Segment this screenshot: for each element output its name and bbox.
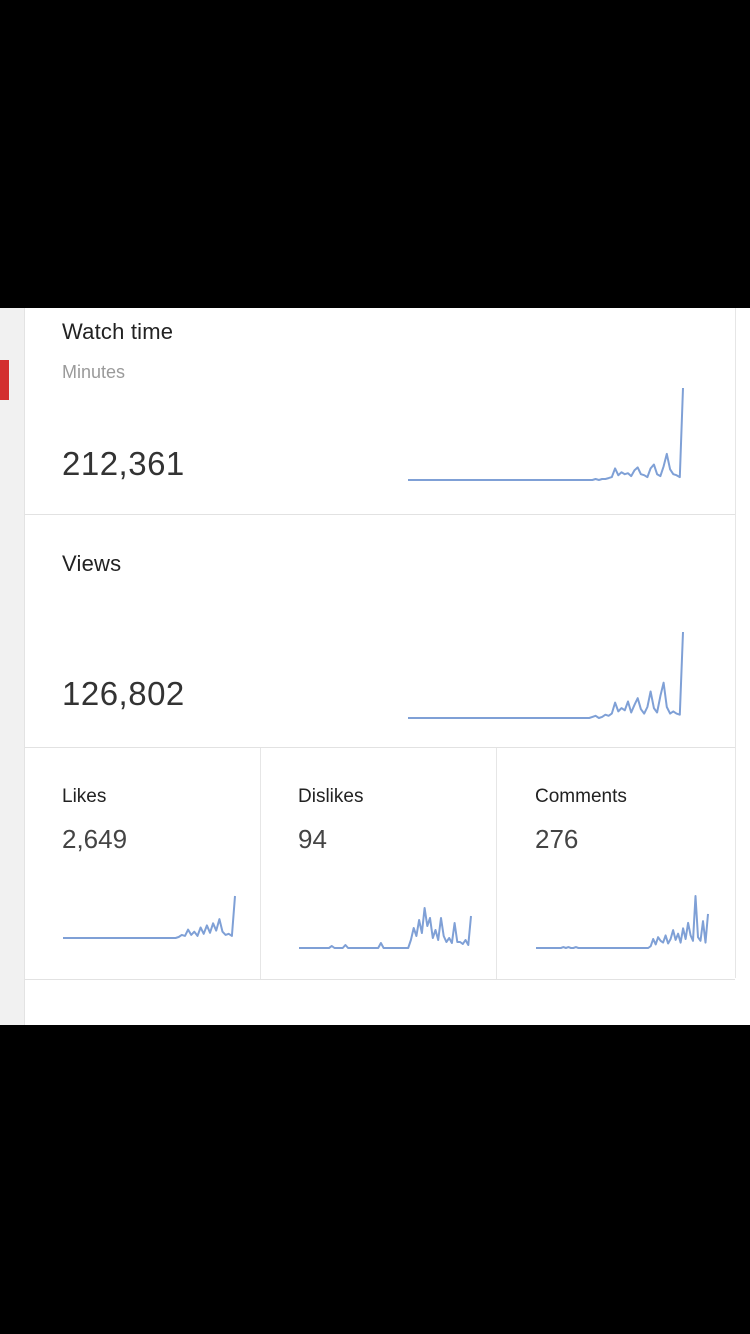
dislikes-sparkline-line [299, 907, 472, 949]
right-divider [735, 308, 736, 978]
engagement-row: Likes 2,649 Dislikes 94 Comments 276 [25, 748, 735, 980]
likes-title: Likes [62, 786, 107, 807]
likes-value: 2,649 [62, 824, 128, 854]
likes-sparkline-line [63, 895, 236, 939]
views-title: Views [62, 551, 122, 576]
views-card[interactable]: Views 126,802 [25, 515, 735, 748]
watch-time-subtitle: Minutes [62, 362, 126, 382]
active-nav-marker [0, 360, 9, 400]
watch-time-sparkline [408, 387, 684, 481]
likes-card[interactable]: Likes 2,649 [25, 748, 261, 979]
dislikes-title: Dislikes [298, 786, 364, 807]
dislikes-value: 94 [298, 824, 327, 854]
comments-title: Comments [535, 786, 627, 807]
left-nav-rail [0, 308, 25, 1025]
comments-card[interactable]: Comments 276 [498, 748, 733, 979]
views-sparkline-line [408, 631, 684, 719]
views-value: 126,802 [62, 675, 185, 712]
comments-sparkline [536, 895, 709, 949]
analytics-screen: Watch time Minutes 212,361 Views 126,802… [0, 308, 750, 1025]
watch-time-card[interactable]: Watch time Minutes 212,361 [25, 308, 735, 515]
comments-value: 276 [535, 824, 579, 854]
watch-time-title: Watch time [62, 319, 174, 344]
dislikes-sparkline [299, 907, 472, 949]
dislikes-card[interactable]: Dislikes 94 [261, 748, 497, 979]
comments-sparkline-line [536, 895, 709, 949]
watch-time-sparkline-line [408, 387, 684, 481]
likes-sparkline [63, 895, 236, 939]
watch-time-value: 212,361 [62, 445, 185, 482]
views-sparkline [408, 631, 684, 719]
